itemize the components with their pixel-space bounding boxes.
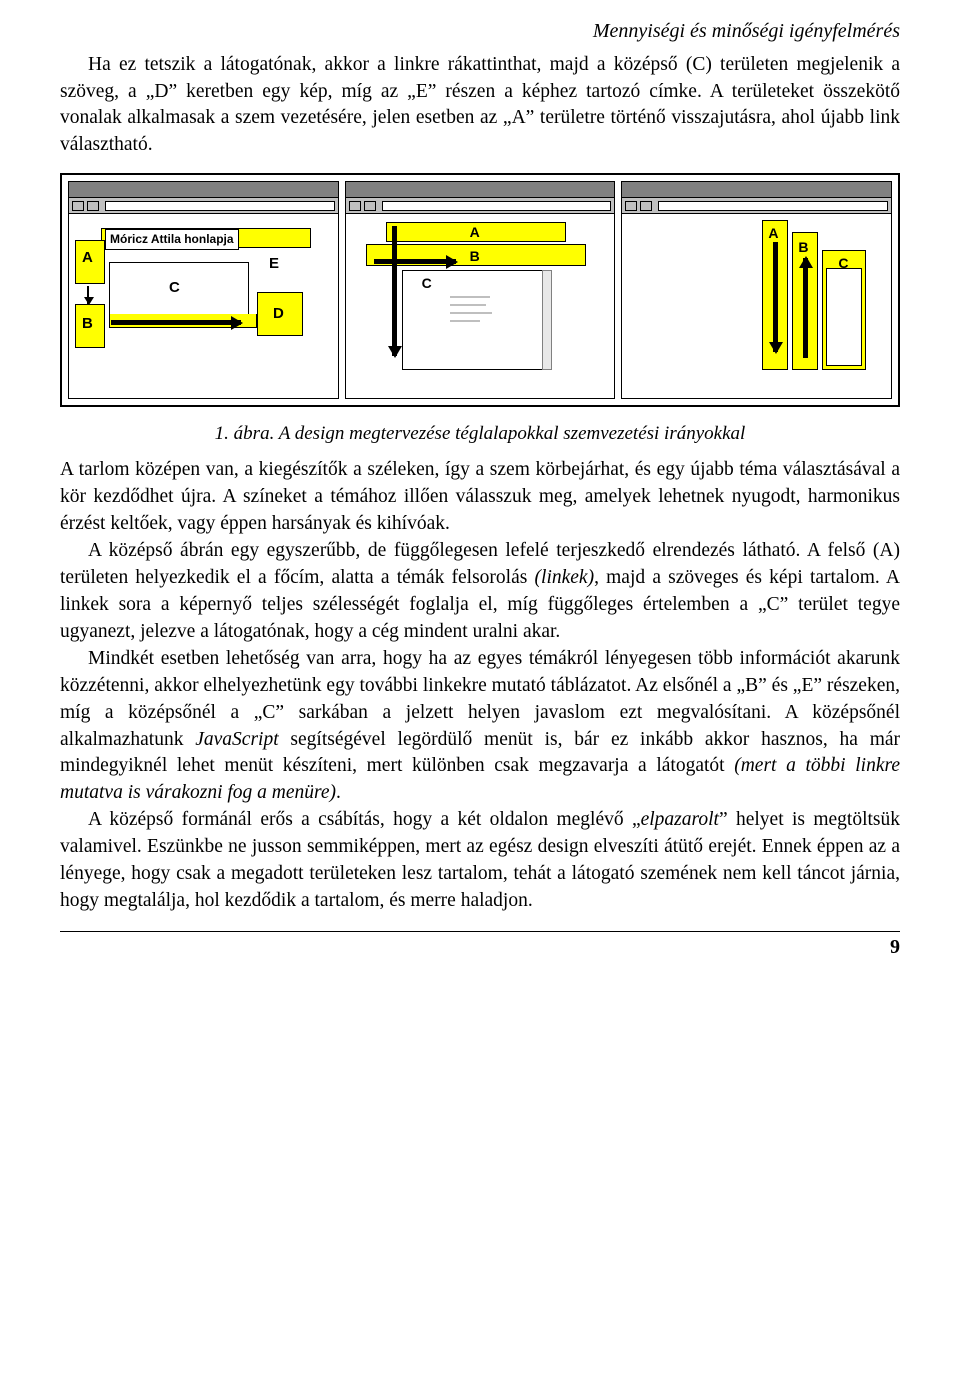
panel1-label-D: D — [273, 304, 284, 325]
panel3-label-B: B — [798, 238, 808, 257]
panel3-label-C: C — [838, 254, 848, 273]
panel1-title: Móricz Attila honlapja — [105, 229, 239, 250]
paragraph-2b: A középső ábrán egy egyszerűbb, de függő… — [60, 538, 900, 646]
panel1-label-C: C — [169, 278, 180, 299]
footer-rule — [60, 931, 900, 932]
figure-panel-3: A B C — [621, 181, 892, 399]
p3-italic-1: JavaScript — [195, 729, 278, 750]
panel3-label-A: A — [768, 224, 778, 243]
panel1-label-B: B — [82, 314, 93, 335]
page-header: Mennyiségi és minőségi igényfelmérés — [60, 18, 900, 46]
figure-panel-1: Móricz Attila honlapja A B C D E — [68, 181, 339, 399]
paragraph-1: Ha ez tetszik a látogatónak, akkor a lin… — [60, 52, 900, 160]
figure-caption: 1. ábra. A design megtervezése téglalapo… — [60, 421, 900, 447]
panel2-label-B: B — [470, 247, 480, 266]
p3-t3: . — [336, 782, 341, 803]
paragraph-2a: A tarlom középen van, a kiegészítők a sz… — [60, 457, 900, 538]
panel2-label-C: C — [422, 274, 432, 293]
paragraph-4: A középső formánál erős a csábítás, hogy… — [60, 807, 900, 915]
panel1-label-E: E — [269, 254, 279, 275]
p2b-italic: (linkek) — [535, 567, 595, 588]
p4-t1: A középső formánál erős a csábítás, hogy… — [88, 809, 641, 830]
figure-1: Móricz Attila honlapja A B C D E — [60, 173, 900, 407]
figure-panel-2: A B C — [345, 181, 616, 399]
paragraph-3: Mindkét esetben lehetőség van arra, hogy… — [60, 646, 900, 807]
p4-italic: elpazarolt — [641, 809, 719, 830]
page-number: 9 — [60, 934, 900, 962]
panel2-label-A: A — [470, 223, 480, 242]
panel1-label-A: A — [82, 248, 93, 269]
